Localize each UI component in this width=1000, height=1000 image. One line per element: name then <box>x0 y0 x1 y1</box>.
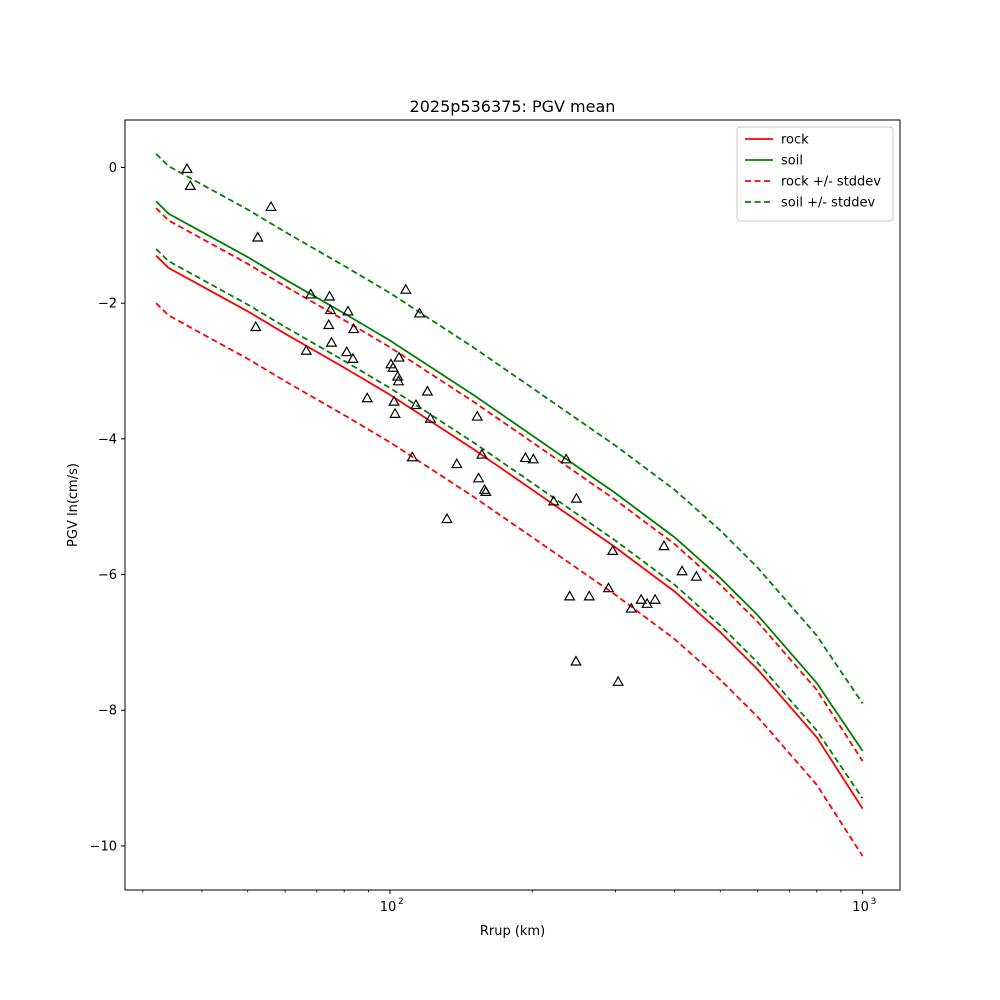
y-tick-label-1: −2 <box>98 297 117 312</box>
legend-label-3: soil +/- stddev <box>781 196 876 211</box>
observation-point-7 <box>323 290 336 301</box>
observation-point-10 <box>325 336 338 347</box>
observation-point-8 <box>324 303 337 315</box>
observation-point-41 <box>570 492 583 503</box>
observation-point-23 <box>399 283 412 294</box>
observation-point-6 <box>304 288 317 299</box>
observation-point-17 <box>387 361 399 372</box>
observation-point-43 <box>583 590 596 601</box>
observation-point-22 <box>389 407 401 418</box>
observation-point-19 <box>391 370 404 381</box>
observation-point-24 <box>406 451 419 462</box>
y-tick-label-3: −6 <box>98 568 117 583</box>
observation-point-13 <box>347 322 360 334</box>
y-tick-label-2: −4 <box>98 432 117 447</box>
series-layer <box>155 153 864 857</box>
observation-point-47 <box>625 602 638 613</box>
observation-point-3 <box>251 231 264 242</box>
observation-point-21 <box>388 395 400 406</box>
observation-point-14 <box>347 352 359 364</box>
observation-point-29 <box>441 512 453 524</box>
legend-label-1: soil <box>781 154 803 169</box>
observation-point-25 <box>410 398 422 410</box>
observation-point-11 <box>342 305 354 316</box>
chart-title: 2025p536375: PGV mean <box>410 97 616 116</box>
series-line-1 <box>155 200 864 752</box>
observation-point-15 <box>361 392 374 403</box>
observation-point-42 <box>570 655 582 666</box>
observation-point-49 <box>641 597 653 608</box>
observation-point-27 <box>421 385 434 396</box>
observation-point-12 <box>340 346 353 357</box>
observation-point-33 <box>476 448 488 459</box>
x-tick-exponent-0: 2 <box>398 897 404 907</box>
legend: rock soil rock +/- stddev soil +/- stddev <box>736 126 894 222</box>
observation-point-31 <box>471 410 484 421</box>
observation-point-45 <box>606 544 619 555</box>
legend-box <box>736 126 894 222</box>
y-axis-label: PGV ln(cm/s) <box>66 463 81 547</box>
observation-point-37 <box>527 453 540 464</box>
observation-point-53 <box>690 570 703 581</box>
observation-point-50 <box>649 593 661 604</box>
observation-point-18 <box>393 351 405 362</box>
observation-point-40 <box>563 590 576 601</box>
series-line-0 <box>155 255 864 810</box>
observation-point-5 <box>300 344 313 355</box>
observation-point-51 <box>658 540 670 551</box>
observation-point-28 <box>424 412 437 423</box>
series-line-4 <box>155 153 864 704</box>
observation-point-2 <box>265 200 277 212</box>
observation-point-4 <box>249 320 262 332</box>
observation-point-36 <box>519 451 532 463</box>
plot-frame <box>124 119 901 891</box>
y-tick-label-5: −10 <box>90 839 117 854</box>
observation-point-30 <box>450 457 463 469</box>
observation-point-20 <box>392 375 405 386</box>
observation-point-35 <box>479 485 492 496</box>
y-tick-label-4: −8 <box>98 704 117 719</box>
x-tick-exponent-1: 3 <box>871 897 877 907</box>
observation-point-39 <box>560 453 573 464</box>
observation-point-44 <box>602 582 615 593</box>
observation-point-0 <box>181 162 193 174</box>
observation-point-26 <box>413 307 426 318</box>
legend-label-0: rock <box>781 133 809 148</box>
y-tick-label-0: 0 <box>109 161 117 176</box>
x-tick-label-0: 10 <box>380 900 397 915</box>
series-line-3 <box>155 302 864 857</box>
series-line-5 <box>155 248 864 799</box>
legend-label-2: rock +/- stddev <box>781 175 881 190</box>
observation-point-48 <box>635 593 647 604</box>
observation-point-38 <box>547 495 560 506</box>
observation-point-46 <box>612 675 625 686</box>
x-axis-label: Rrup (km) <box>480 924 545 939</box>
observation-layer <box>181 162 703 686</box>
series-line-2 <box>155 207 864 762</box>
observation-point-32 <box>472 472 485 483</box>
observation-point-52 <box>676 565 688 576</box>
observation-point-9 <box>322 318 335 330</box>
x-tick-label-1: 10 <box>852 900 869 915</box>
observation-point-1 <box>184 179 197 191</box>
